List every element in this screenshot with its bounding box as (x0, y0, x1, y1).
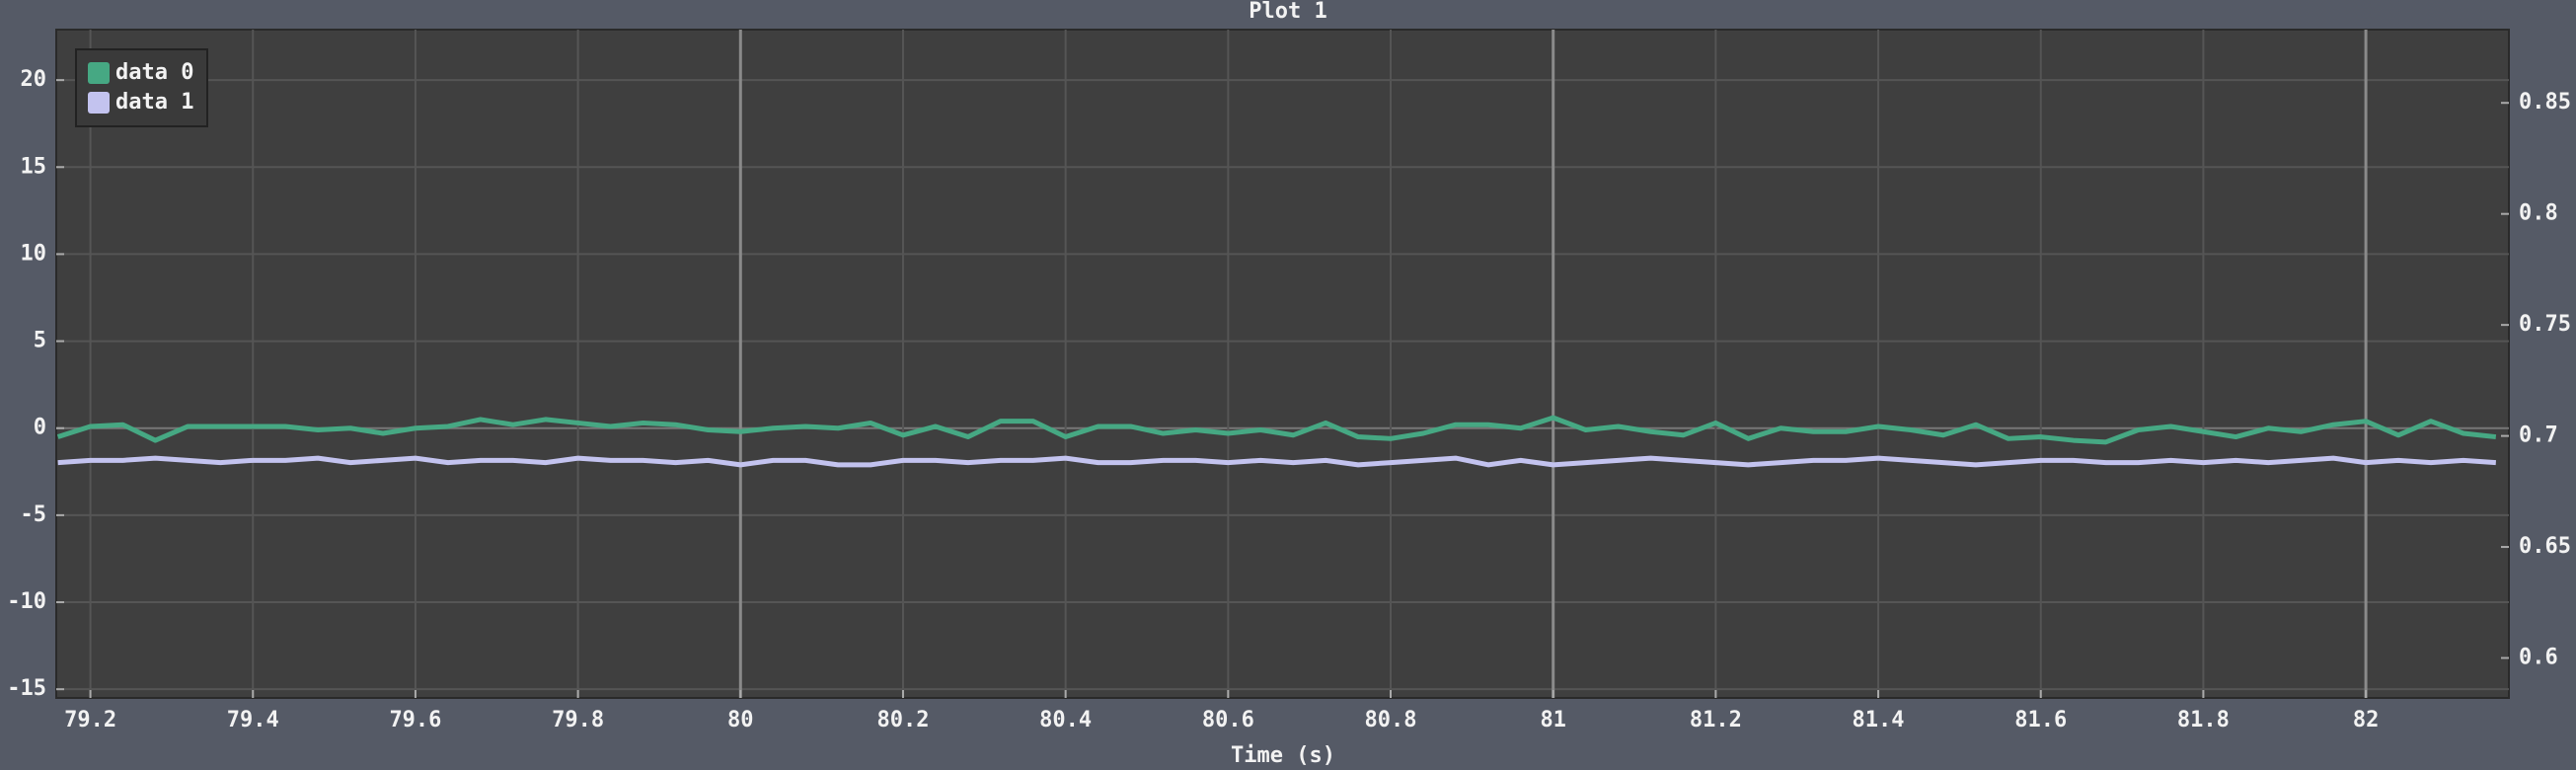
x-tick-label: 80.8 (1365, 708, 1417, 732)
x-tick-label: 80.4 (1039, 708, 1092, 732)
y-tick-label: 10 (21, 241, 47, 266)
x-tick-label: 79.2 (64, 708, 116, 732)
chart-title: Plot 1 (1249, 0, 1326, 24)
y2-tick-label: 0.6 (2519, 646, 2558, 670)
data-line (56, 415, 2497, 445)
y-tick-label: -5 (21, 502, 47, 527)
legend-label: data 1 (115, 90, 193, 115)
y-tick-label: 5 (34, 329, 46, 353)
y2-tick-label: 0.85 (2519, 90, 2571, 115)
x-tick-label: 79.8 (552, 708, 604, 732)
y-tick-label: 20 (21, 67, 47, 92)
y2-tick-label: 0.75 (2519, 312, 2571, 337)
data-line (57, 455, 2497, 468)
grid: -15 -10 -5 0 5 10 15 20 0.6 0.65 0.7 0.75 0.8 0.85 79.… (7, 30, 2571, 732)
x-tick-label: 81 (1540, 708, 1566, 732)
x-tick-label: 80.2 (876, 708, 929, 732)
x-tick-label: 81.8 (2177, 708, 2230, 732)
x-tick-label: 79.6 (389, 708, 441, 732)
lines (56, 415, 2497, 468)
y-tick-label: 15 (21, 154, 47, 179)
x-tick-label: 79.4 (227, 708, 279, 732)
legend-label: data 0 (115, 60, 193, 85)
y-tick-label: -10 (7, 589, 46, 614)
y-tick-label: 0 (34, 416, 46, 440)
x-tick-label: 80 (727, 708, 754, 732)
x-tick-label: 82 (2353, 708, 2380, 732)
x-axis-label: Time (s) (1231, 743, 1335, 768)
legend-swatch (88, 62, 110, 84)
legend-swatch (88, 92, 110, 114)
x-tick-label: 80.6 (1202, 708, 1254, 732)
plot-area (55, 29, 2510, 699)
y-tick-label: -15 (7, 676, 46, 701)
y2-tick-label: 0.8 (2519, 201, 2558, 226)
legend: data 0 data 1 (75, 48, 208, 127)
x-tick-label: 81.4 (1853, 708, 1905, 732)
x-tick-label: 81.6 (2014, 708, 2067, 732)
y2-tick-label: 0.65 (2519, 534, 2571, 559)
y2-tick-label: 0.7 (2519, 424, 2558, 448)
x-tick-label: 81.2 (1690, 708, 1742, 732)
